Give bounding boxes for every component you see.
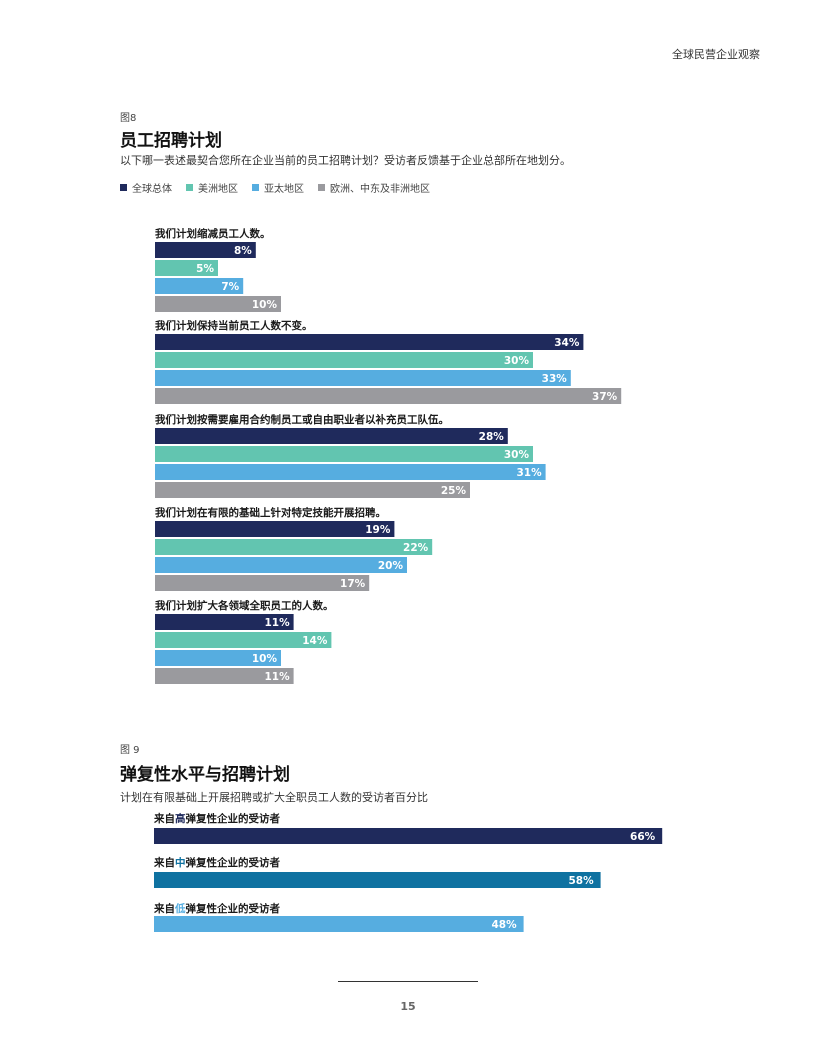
figure-9-subtitle: 计划在有限基础上开展招聘或扩大全职员工人数的受访者百分比 <box>120 791 428 804</box>
legend-swatch <box>252 184 259 191</box>
bar-value-label: 5% <box>196 263 214 275</box>
category-label: 来自中弹复性企业的受访者 <box>153 856 280 869</box>
legend-label: 欧洲、中东及非洲地区 <box>330 184 430 195</box>
legend-label: 全球总体 <box>132 184 172 195</box>
bar-value-label: 7% <box>221 281 239 293</box>
bar <box>155 632 332 648</box>
legend-item: 欧洲、中东及非洲地区 <box>318 180 430 195</box>
bar <box>154 872 601 888</box>
page-number: 15 <box>400 1000 416 1013</box>
bar-value-label: 22% <box>403 542 429 554</box>
bar-value-label: 34% <box>554 337 580 349</box>
bar <box>155 352 533 368</box>
figure-8-title: 员工招聘计划 <box>120 131 222 151</box>
bar <box>155 539 433 555</box>
bar-value-label: 33% <box>542 373 568 385</box>
bar <box>155 575 370 591</box>
hiring-plans-bar-chart: 我们计划缩减员工人数。 8% 5% 7% 10% 我们计划保持当前员工人数不变。 34% 30… <box>155 227 622 684</box>
bar <box>155 521 395 537</box>
bar-value-label: 28% <box>479 431 505 443</box>
category-label: 我们计划按需要雇用合约制员工或自由职业者以补充员工队伍。 <box>155 413 449 426</box>
bar-value-label: 25% <box>441 485 467 497</box>
category-label: 来自低弹复性企业的受访者 <box>153 902 280 915</box>
chart-legend: 全球总体 美洲地区 亚太地区 欧洲、中东及非洲地区 <box>120 180 430 195</box>
bar <box>155 370 571 386</box>
bar-value-label: 11% <box>264 617 290 629</box>
figure-8-label: 图8 <box>120 113 137 124</box>
figure-9-label: 图 9 <box>120 745 140 756</box>
legend-item: 亚太地区 <box>252 180 304 195</box>
resilience-bar-chart: 来自高弹复性企业的受访者 66% 来自中弹复性企业的受访者 58% 来自低弹复性企业的受… <box>153 812 663 932</box>
bar-value-label: 10% <box>252 299 278 311</box>
bar <box>155 446 533 462</box>
bar-value-label: 20% <box>378 560 404 572</box>
legend-item: 美洲地区 <box>186 180 238 195</box>
figure-9-title: 弹复性水平与招聘计划 <box>120 765 290 785</box>
bar-value-label: 48% <box>491 919 517 931</box>
legend-item: 全球总体 <box>120 180 172 195</box>
legend-label: 美洲地区 <box>198 184 238 195</box>
category-label: 我们计划扩大各领域全职员工的人数。 <box>155 599 334 612</box>
bar <box>155 334 584 350</box>
bar <box>155 650 281 666</box>
legend-swatch <box>318 184 325 191</box>
bar-value-label: 10% <box>252 653 278 665</box>
bar <box>154 916 524 932</box>
bar-value-label: 14% <box>302 635 328 647</box>
bar-value-label: 11% <box>264 671 290 683</box>
legend-label: 亚太地区 <box>264 184 304 195</box>
bar-value-label: 58% <box>568 875 594 887</box>
category-label: 我们计划缩减员工人数。 <box>155 227 271 240</box>
legend-swatch <box>120 184 127 191</box>
bar <box>155 668 294 684</box>
bar-value-label: 17% <box>340 578 366 590</box>
bar <box>155 482 470 498</box>
bar <box>154 828 663 844</box>
bar-value-label: 37% <box>592 391 618 403</box>
legend-swatch <box>186 184 193 191</box>
bar <box>155 242 256 258</box>
bar <box>155 428 508 444</box>
bar-value-label: 30% <box>504 355 530 367</box>
bar-value-label: 19% <box>365 524 391 536</box>
category-label: 我们计划保持当前员工人数不变。 <box>155 319 313 332</box>
category-label: 我们计划在有限的基础上针对特定技能开展招聘。 <box>155 506 386 519</box>
bar-value-label: 8% <box>234 245 252 257</box>
bar <box>155 614 294 630</box>
category-label: 来自高弹复性企业的受访者 <box>153 812 280 825</box>
bar <box>155 296 281 312</box>
report-title: 全球民营企业观察 <box>672 48 760 61</box>
bar <box>155 557 407 573</box>
bar <box>155 260 218 276</box>
footer-divider <box>338 981 478 982</box>
bar <box>155 388 622 404</box>
bar <box>155 278 244 294</box>
bar-value-label: 66% <box>630 831 656 843</box>
figure-8-subtitle: 以下哪一表述最契合您所在企业当前的员工招聘计划？受访者反馈基于企业总部所在地划分… <box>120 154 571 167</box>
bar-value-label: 30% <box>504 449 530 461</box>
bar-value-label: 31% <box>516 467 542 479</box>
bar <box>155 464 546 480</box>
